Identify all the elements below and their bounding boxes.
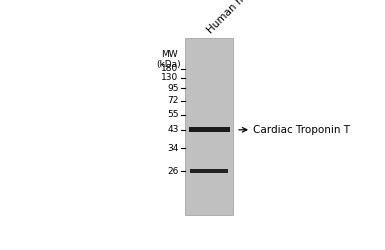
Text: Human heart: Human heart — [205, 0, 261, 36]
Bar — [186, 38, 233, 215]
Text: 95: 95 — [167, 84, 179, 93]
Text: 55: 55 — [167, 110, 179, 119]
Text: 26: 26 — [167, 167, 179, 176]
Text: MW
(kDa): MW (kDa) — [157, 50, 181, 70]
Text: Cardiac Troponin T: Cardiac Troponin T — [253, 125, 350, 135]
Text: 180: 180 — [161, 64, 179, 73]
Bar — [189, 127, 229, 132]
Text: 130: 130 — [161, 73, 179, 82]
Text: 72: 72 — [167, 96, 179, 105]
Bar — [190, 170, 228, 173]
Text: 43: 43 — [167, 125, 179, 134]
Text: 34: 34 — [167, 144, 179, 153]
